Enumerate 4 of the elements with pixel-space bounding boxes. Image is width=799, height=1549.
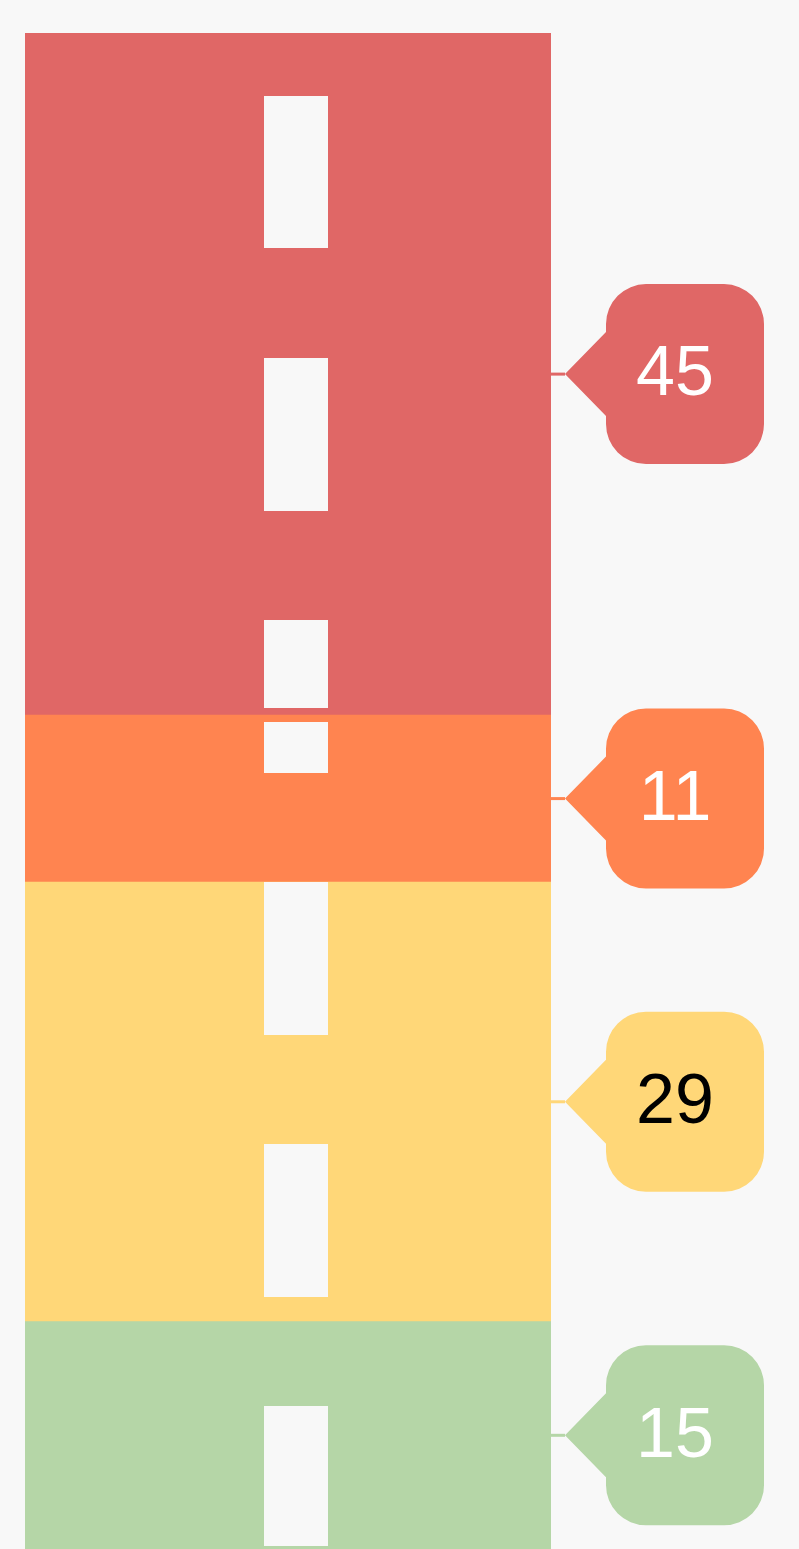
data-label: 11	[638, 756, 712, 835]
data-label: 29	[636, 1060, 714, 1139]
data-label: 45	[636, 332, 714, 411]
data-label: 15	[636, 1393, 714, 1472]
